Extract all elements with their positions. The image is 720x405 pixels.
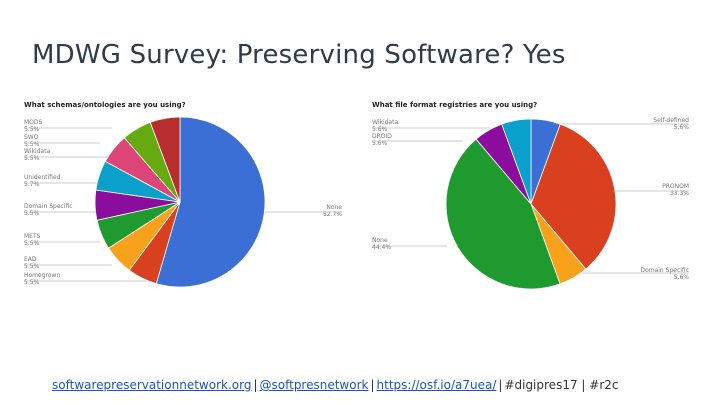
chart2-legend-value-self-defined: 5.6%: [674, 124, 690, 131]
footer-link-website[interactable]: softwarepreservationnetwork.org: [52, 378, 252, 392]
chart2-legend-value-pronom: 33.3%: [670, 190, 689, 197]
chart2-title: What file format registries are you usin…: [372, 101, 538, 109]
chart1-legend-label-mets: METS: [24, 233, 41, 240]
chart2-legend-label-none: None: [372, 237, 388, 244]
chart1-legend-value-wikidata: 5.5%: [24, 155, 40, 162]
chart2-pie: Wikidata 5.6% DROID 5.6% None 44.4% Self-defin…: [372, 117, 690, 290]
chart2-legend-value-droid: 5.6%: [372, 140, 388, 147]
chart1-legend-label-swo: SWO: [24, 134, 39, 141]
footer-sep: |: [498, 378, 503, 392]
chart1-legend-value-mods: 5.5%: [24, 126, 40, 133]
chart1-title: What schemas/ontologies are you using?: [24, 101, 186, 109]
chart2-legend-value-none: 44.4%: [372, 244, 391, 251]
chart1-legend-label-unidentified: Unidentified: [24, 174, 61, 181]
footer-sep: |: [370, 378, 375, 392]
footer-sep: |: [253, 378, 258, 392]
chart1-legend-value-swo: 5.5%: [24, 141, 40, 148]
chart1-legend-value-domain-specific: 5.5%: [24, 210, 40, 217]
chart2-legend-label-domain-specific: Domain Specific: [640, 267, 689, 274]
chart1-legend-label-mods: MODS: [24, 119, 43, 126]
footer-link-osf[interactable]: https://osf.io/a7uea/: [376, 378, 497, 392]
chart1-legend-label-domain-specific: Domain Specific: [24, 203, 73, 210]
chart1-legend-label-ead: EAD: [24, 256, 37, 263]
chart1-legend-label-wikidata: Wikidata: [24, 148, 50, 155]
chart2-slice-none: [445, 138, 561, 290]
chart1-slice-none: [155, 116, 266, 288]
chart2-legend-label-droid: DROID: [372, 133, 392, 140]
footer-link-twitter[interactable]: @softpresnetwork: [259, 378, 369, 392]
chart1-legend-label-none: None: [326, 204, 342, 211]
chart2-legend-value-wikidata: 5.6%: [372, 126, 388, 133]
chart1-legend-value-none: 52.7%: [323, 211, 342, 218]
chart1-svg: MODS5.5%SWO5.5%Wikidata5.5%Unidentified5…: [24, 116, 342, 288]
chart2-legend-label-self-defined: Self-defined: [653, 117, 689, 124]
chart1-legend-label-homegrown: Homegrown: [24, 272, 60, 279]
footer: softwarepreservationnetwork.org | @softpre…: [52, 378, 618, 392]
chart2-legend-label-wikidata: Wikidata: [372, 119, 398, 126]
chart1-legend-value-homegrown: 5.5%: [24, 279, 40, 286]
chart1-slice-mods: [149, 116, 181, 203]
chart1-legend-value-unidentified: 5.7%: [24, 181, 40, 188]
chart1-legend-value-ead: 5.5%: [24, 263, 40, 270]
chart2-slice-pronom: [530, 123, 617, 270]
footer-tags: #digipres17 | #r2c: [504, 378, 619, 392]
chart1-legend-value-mets: 5.5%: [24, 240, 40, 247]
chart2-legend-label-pronom: PRONOM: [662, 183, 689, 190]
chart1-pie: MODS 5.5% SWO 5.5% Wikidata 5.5% Unidentified 5…: [0, 0, 360, 320]
chart2-legend-value-domain-specific: 5.6%: [674, 274, 690, 281]
chart2-slice-wikidata: [501, 118, 532, 205]
slide-title: MDWG Survey: Preserving Software? Yes: [32, 40, 566, 70]
chart2-svg: Wikidata5.6%DROID5.6%None44.4%Self-defin…: [372, 117, 690, 290]
